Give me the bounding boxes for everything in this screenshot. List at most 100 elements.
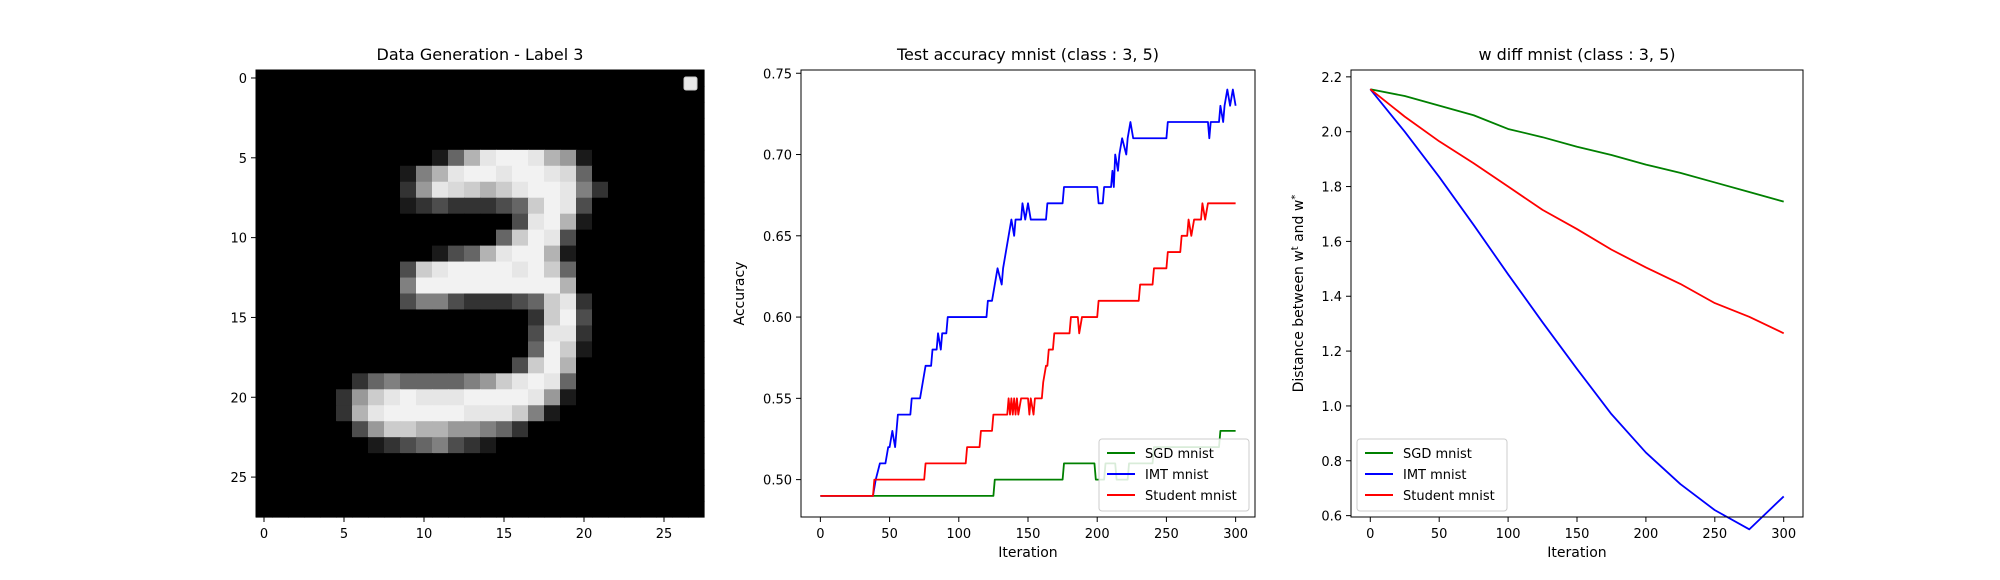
pixel-cell [288, 357, 305, 374]
pixel-cell [352, 277, 369, 295]
pixel-cell [368, 149, 385, 167]
pixel-cell [688, 261, 705, 279]
pixel-cell [672, 133, 689, 151]
pixel-cell [272, 293, 289, 311]
pixel-cell [560, 469, 577, 486]
pixel-cell [272, 85, 289, 103]
pixel-cell [592, 213, 609, 231]
pixel-cell [288, 213, 305, 231]
pixel-cell [272, 277, 289, 295]
pixel-cell [688, 341, 705, 358]
pixel-cell [608, 245, 625, 263]
pixel-cell [272, 213, 289, 231]
pixel-cell [272, 245, 289, 263]
pixel-cell [656, 277, 673, 295]
pixel-cell [416, 277, 433, 295]
pixel-cell [400, 357, 417, 374]
pixel-cell [624, 389, 641, 406]
pixel-cell [480, 165, 497, 183]
pixel-cell [368, 117, 385, 135]
pixel-cell [560, 133, 577, 151]
pixel-cell [672, 421, 689, 438]
pixel-cell [368, 101, 385, 119]
pixel-cell [272, 197, 289, 215]
pixel-cell [464, 485, 481, 502]
pixel-cell [256, 277, 273, 295]
pixel-cell [256, 437, 273, 454]
pixel-cell [272, 437, 289, 454]
pixel-cell [480, 421, 497, 438]
x-tick-label: 200 [1633, 527, 1658, 542]
pixel-cell [640, 245, 657, 263]
pixel-cell [672, 149, 689, 167]
pixel-cell [304, 229, 321, 247]
pixel-cell [576, 277, 593, 295]
pixel-cell [608, 277, 625, 295]
pixel-cell [256, 485, 273, 502]
pixel-cell [336, 437, 353, 454]
pixel-cell [304, 501, 321, 518]
pixel-cell [576, 149, 593, 167]
pixel-cell [336, 373, 353, 390]
pixel-cell [256, 421, 273, 438]
pixel-cell [672, 341, 689, 358]
pixel-cell [640, 133, 657, 151]
pixel-cell [592, 501, 609, 518]
pixel-cell [512, 453, 529, 470]
pixel-cell [432, 197, 449, 215]
pixel-cell [528, 309, 545, 327]
pixel-cell [432, 101, 449, 119]
pixel-cell [528, 357, 545, 374]
pixel-cell [256, 325, 273, 342]
pixel-cell [592, 229, 609, 247]
pixel-cell [688, 101, 705, 119]
pixel-cell [640, 405, 657, 422]
pixel-cell [272, 357, 289, 374]
pixel-cell [272, 485, 289, 502]
pixel-cell [592, 261, 609, 279]
pixel-cell [432, 213, 449, 231]
pixel-cell [416, 357, 433, 374]
pixel-cell [336, 213, 353, 231]
pixel-cell [576, 469, 593, 486]
pixel-cell [512, 485, 529, 502]
pixel-cell [592, 165, 609, 183]
pixel-cell [368, 245, 385, 263]
pixel-cell [320, 357, 337, 374]
pixel-cell [576, 357, 593, 374]
pixel-cell [592, 341, 609, 358]
pixel-cell [288, 229, 305, 247]
pixel-cell [496, 133, 513, 151]
pixel-cell [416, 405, 433, 422]
pixel-cell [288, 133, 305, 151]
pixel-cell [400, 485, 417, 502]
pixel-cell [656, 197, 673, 215]
pixel-cell [512, 229, 529, 247]
pixel-cell [320, 85, 337, 103]
pixel-cell [592, 117, 609, 135]
pixel-cell [480, 197, 497, 215]
pixel-cell [512, 165, 529, 183]
pixel-cell [352, 437, 369, 454]
pixel-cell [640, 70, 657, 87]
pixel-cell [496, 181, 513, 199]
pixel-cell [592, 197, 609, 215]
pixel-cell [544, 421, 561, 438]
pixel-cell [528, 117, 545, 135]
pixel-cell [512, 261, 529, 279]
pixel-cell [464, 229, 481, 247]
pixel-cell [400, 85, 417, 103]
y-tick-label: 20 [230, 391, 247, 406]
pixel-cell [352, 117, 369, 135]
pixel-cell [304, 245, 321, 263]
pixel-cell [272, 181, 289, 199]
pixel-cell [384, 261, 401, 279]
pixel-cell [688, 437, 705, 454]
pixel-cell [528, 437, 545, 454]
pixel-cell [496, 373, 513, 390]
pixel-cell [560, 357, 577, 374]
pixel-cell [336, 261, 353, 279]
pixel-cell [480, 245, 497, 263]
pixel-cell [672, 309, 689, 327]
pixel-cell [544, 341, 561, 358]
